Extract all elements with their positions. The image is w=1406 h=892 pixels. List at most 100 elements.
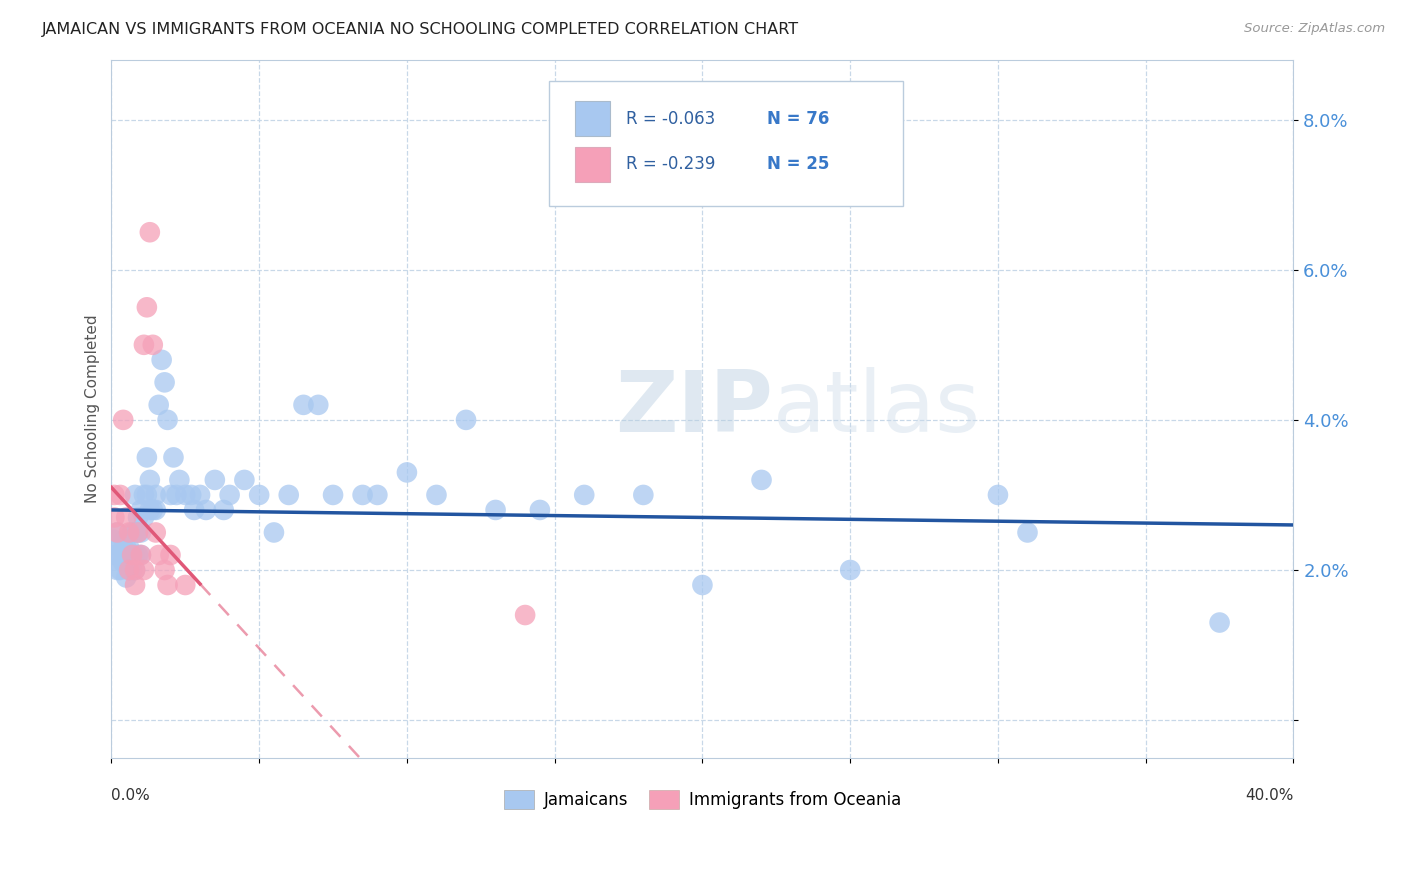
Point [129,525,152,540]
Point [188,488,211,502]
Point [322,488,344,502]
Point [103,488,125,502]
Text: atlas: atlas [773,368,981,450]
FancyBboxPatch shape [575,102,610,136]
Point [292,398,315,412]
Point [124,578,146,592]
Point [121,563,143,577]
Text: ZIP: ZIP [616,368,773,450]
Legend: Jamaicans, Immigrants from Oceania: Jamaicans, Immigrants from Oceania [498,783,907,815]
Point [121,525,143,540]
Point [169,473,191,487]
Point [124,563,146,577]
Text: R = -0.063: R = -0.063 [626,110,714,128]
Point [115,510,138,524]
Point [129,503,152,517]
Point [103,533,125,547]
Point [142,338,165,352]
Point [132,563,155,577]
Point [121,548,143,562]
Text: 40.0%: 40.0% [1246,789,1294,803]
Point [127,548,149,562]
Point [165,488,187,502]
Point [174,488,197,502]
Point [212,503,235,517]
FancyBboxPatch shape [548,80,904,206]
Point [110,563,132,577]
Point [454,413,477,427]
Point [1208,615,1230,630]
Point [121,548,143,562]
Point [139,473,162,487]
Point [139,225,162,239]
Point [307,398,329,412]
Point [135,450,157,465]
Point [132,338,155,352]
Point [751,473,773,487]
Point [194,503,217,517]
Point [247,488,270,502]
Point [127,510,149,524]
Point [103,510,125,524]
Point [142,503,165,517]
Point [118,548,141,562]
Point [135,488,157,502]
Point [156,413,179,427]
Point [987,488,1010,502]
Point [124,548,146,562]
Point [118,563,141,577]
Point [159,488,181,502]
Point [148,398,170,412]
Point [633,488,655,502]
Point [112,533,135,547]
Y-axis label: No Schooling Completed: No Schooling Completed [86,314,100,503]
Point [124,488,146,502]
Point [135,300,157,314]
Point [115,541,138,555]
Point [115,556,138,570]
Point [263,525,285,540]
Point [115,570,138,584]
Point [145,488,167,502]
Point [277,488,299,502]
Point [112,556,135,570]
Point [124,525,146,540]
Point [839,563,862,577]
Point [366,488,388,502]
Point [132,510,155,524]
Point [118,563,141,577]
Point [110,488,132,502]
Point [153,376,176,390]
Point [110,548,132,562]
Point [118,541,141,555]
Point [105,525,128,540]
Point [139,503,162,517]
Point [484,503,506,517]
Point [162,450,184,465]
Point [103,548,125,562]
Point [204,473,226,487]
Point [129,548,152,562]
Point [124,563,146,577]
Point [233,473,256,487]
Point [513,607,536,622]
Text: R = -0.239: R = -0.239 [626,155,716,173]
Point [159,548,181,562]
Text: N = 25: N = 25 [768,155,830,173]
Point [112,413,135,427]
FancyBboxPatch shape [575,147,610,182]
Point [105,525,128,540]
Point [153,563,176,577]
Point [425,488,447,502]
Text: 0.0%: 0.0% [111,789,150,803]
Point [150,352,173,367]
Point [529,503,551,517]
Text: JAMAICAN VS IMMIGRANTS FROM OCEANIA NO SCHOOLING COMPLETED CORRELATION CHART: JAMAICAN VS IMMIGRANTS FROM OCEANIA NO S… [42,22,799,37]
Text: Source: ZipAtlas.com: Source: ZipAtlas.com [1244,22,1385,36]
Point [127,525,149,540]
Point [145,525,167,540]
Point [180,488,202,502]
Point [110,541,132,555]
Point [218,488,240,502]
Point [145,503,167,517]
